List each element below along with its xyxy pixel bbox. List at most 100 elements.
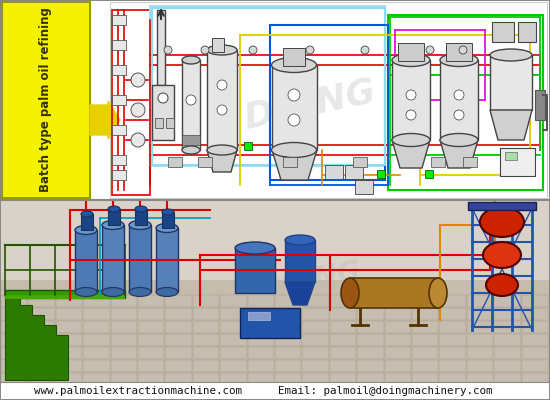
Ellipse shape	[81, 211, 93, 217]
Bar	[1, 334, 28, 346]
Bar	[111, 295, 137, 307]
Bar	[112, 15, 126, 25]
Ellipse shape	[486, 274, 518, 296]
Bar	[535, 90, 545, 120]
Bar	[412, 321, 438, 333]
Circle shape	[131, 73, 145, 87]
Bar	[494, 373, 521, 385]
Bar	[275, 295, 301, 307]
Bar	[138, 321, 164, 333]
Bar	[1, 321, 28, 333]
Bar	[398, 43, 424, 61]
Bar	[330, 373, 356, 385]
Ellipse shape	[129, 220, 151, 230]
Circle shape	[406, 90, 416, 100]
Bar	[1, 200, 549, 280]
Bar	[439, 321, 466, 333]
Bar	[439, 373, 466, 385]
Bar	[29, 373, 55, 385]
Bar	[494, 347, 521, 359]
Ellipse shape	[108, 206, 120, 212]
Ellipse shape	[483, 242, 521, 268]
Bar	[412, 360, 438, 372]
Bar	[412, 308, 438, 320]
Bar	[388, 15, 543, 190]
Bar	[112, 65, 126, 75]
Bar	[112, 155, 126, 165]
Bar	[467, 347, 493, 359]
Bar	[1, 360, 28, 372]
Bar	[425, 170, 433, 178]
Bar	[384, 373, 411, 385]
Bar	[270, 25, 385, 180]
Ellipse shape	[235, 242, 275, 254]
Bar	[1, 308, 28, 320]
Bar	[2, 2, 90, 198]
Ellipse shape	[440, 134, 478, 146]
Ellipse shape	[272, 142, 316, 158]
Bar	[521, 347, 548, 359]
Bar	[275, 373, 301, 385]
Bar	[111, 308, 137, 320]
Bar	[83, 295, 109, 307]
Bar	[302, 373, 329, 385]
Polygon shape	[207, 150, 237, 172]
Polygon shape	[285, 282, 315, 305]
Circle shape	[306, 46, 314, 54]
Bar	[412, 373, 438, 385]
Bar	[350, 278, 438, 308]
Bar	[275, 347, 301, 359]
Bar	[302, 360, 329, 372]
Bar	[330, 347, 356, 359]
Bar	[467, 295, 493, 307]
Bar	[431, 157, 445, 167]
Bar	[285, 240, 315, 282]
Bar	[56, 360, 82, 372]
Bar	[157, 10, 165, 85]
Bar	[355, 180, 373, 194]
Bar	[166, 118, 174, 128]
Bar	[357, 373, 383, 385]
Bar	[83, 308, 109, 320]
Circle shape	[288, 114, 300, 126]
Bar	[521, 360, 548, 372]
Bar	[384, 360, 411, 372]
Bar	[108, 209, 120, 225]
Circle shape	[406, 110, 416, 120]
Bar	[518, 22, 536, 42]
Bar	[439, 295, 466, 307]
Bar	[412, 295, 438, 307]
Bar	[5, 290, 125, 298]
Circle shape	[201, 46, 209, 54]
Bar	[467, 360, 493, 372]
Bar	[521, 334, 548, 346]
Polygon shape	[490, 110, 532, 140]
Ellipse shape	[129, 288, 151, 296]
Bar	[193, 373, 219, 385]
Bar	[29, 334, 55, 346]
Bar	[138, 334, 164, 346]
Bar	[112, 170, 126, 180]
Ellipse shape	[102, 220, 124, 230]
Bar	[166, 321, 192, 333]
Bar	[1, 200, 549, 385]
Bar	[138, 360, 164, 372]
Ellipse shape	[182, 146, 200, 154]
Bar	[220, 308, 246, 320]
Circle shape	[217, 80, 227, 90]
Bar	[244, 142, 252, 150]
Bar	[29, 321, 55, 333]
Polygon shape	[5, 295, 68, 380]
Bar	[446, 43, 472, 61]
Bar	[158, 10, 166, 85]
Bar	[494, 308, 521, 320]
Bar	[110, 2, 547, 198]
Bar	[56, 347, 82, 359]
Bar	[56, 321, 82, 333]
Bar	[467, 308, 493, 320]
Bar	[220, 347, 246, 359]
Bar	[492, 22, 514, 42]
Bar	[302, 347, 329, 359]
Circle shape	[131, 133, 145, 147]
Ellipse shape	[440, 54, 478, 66]
